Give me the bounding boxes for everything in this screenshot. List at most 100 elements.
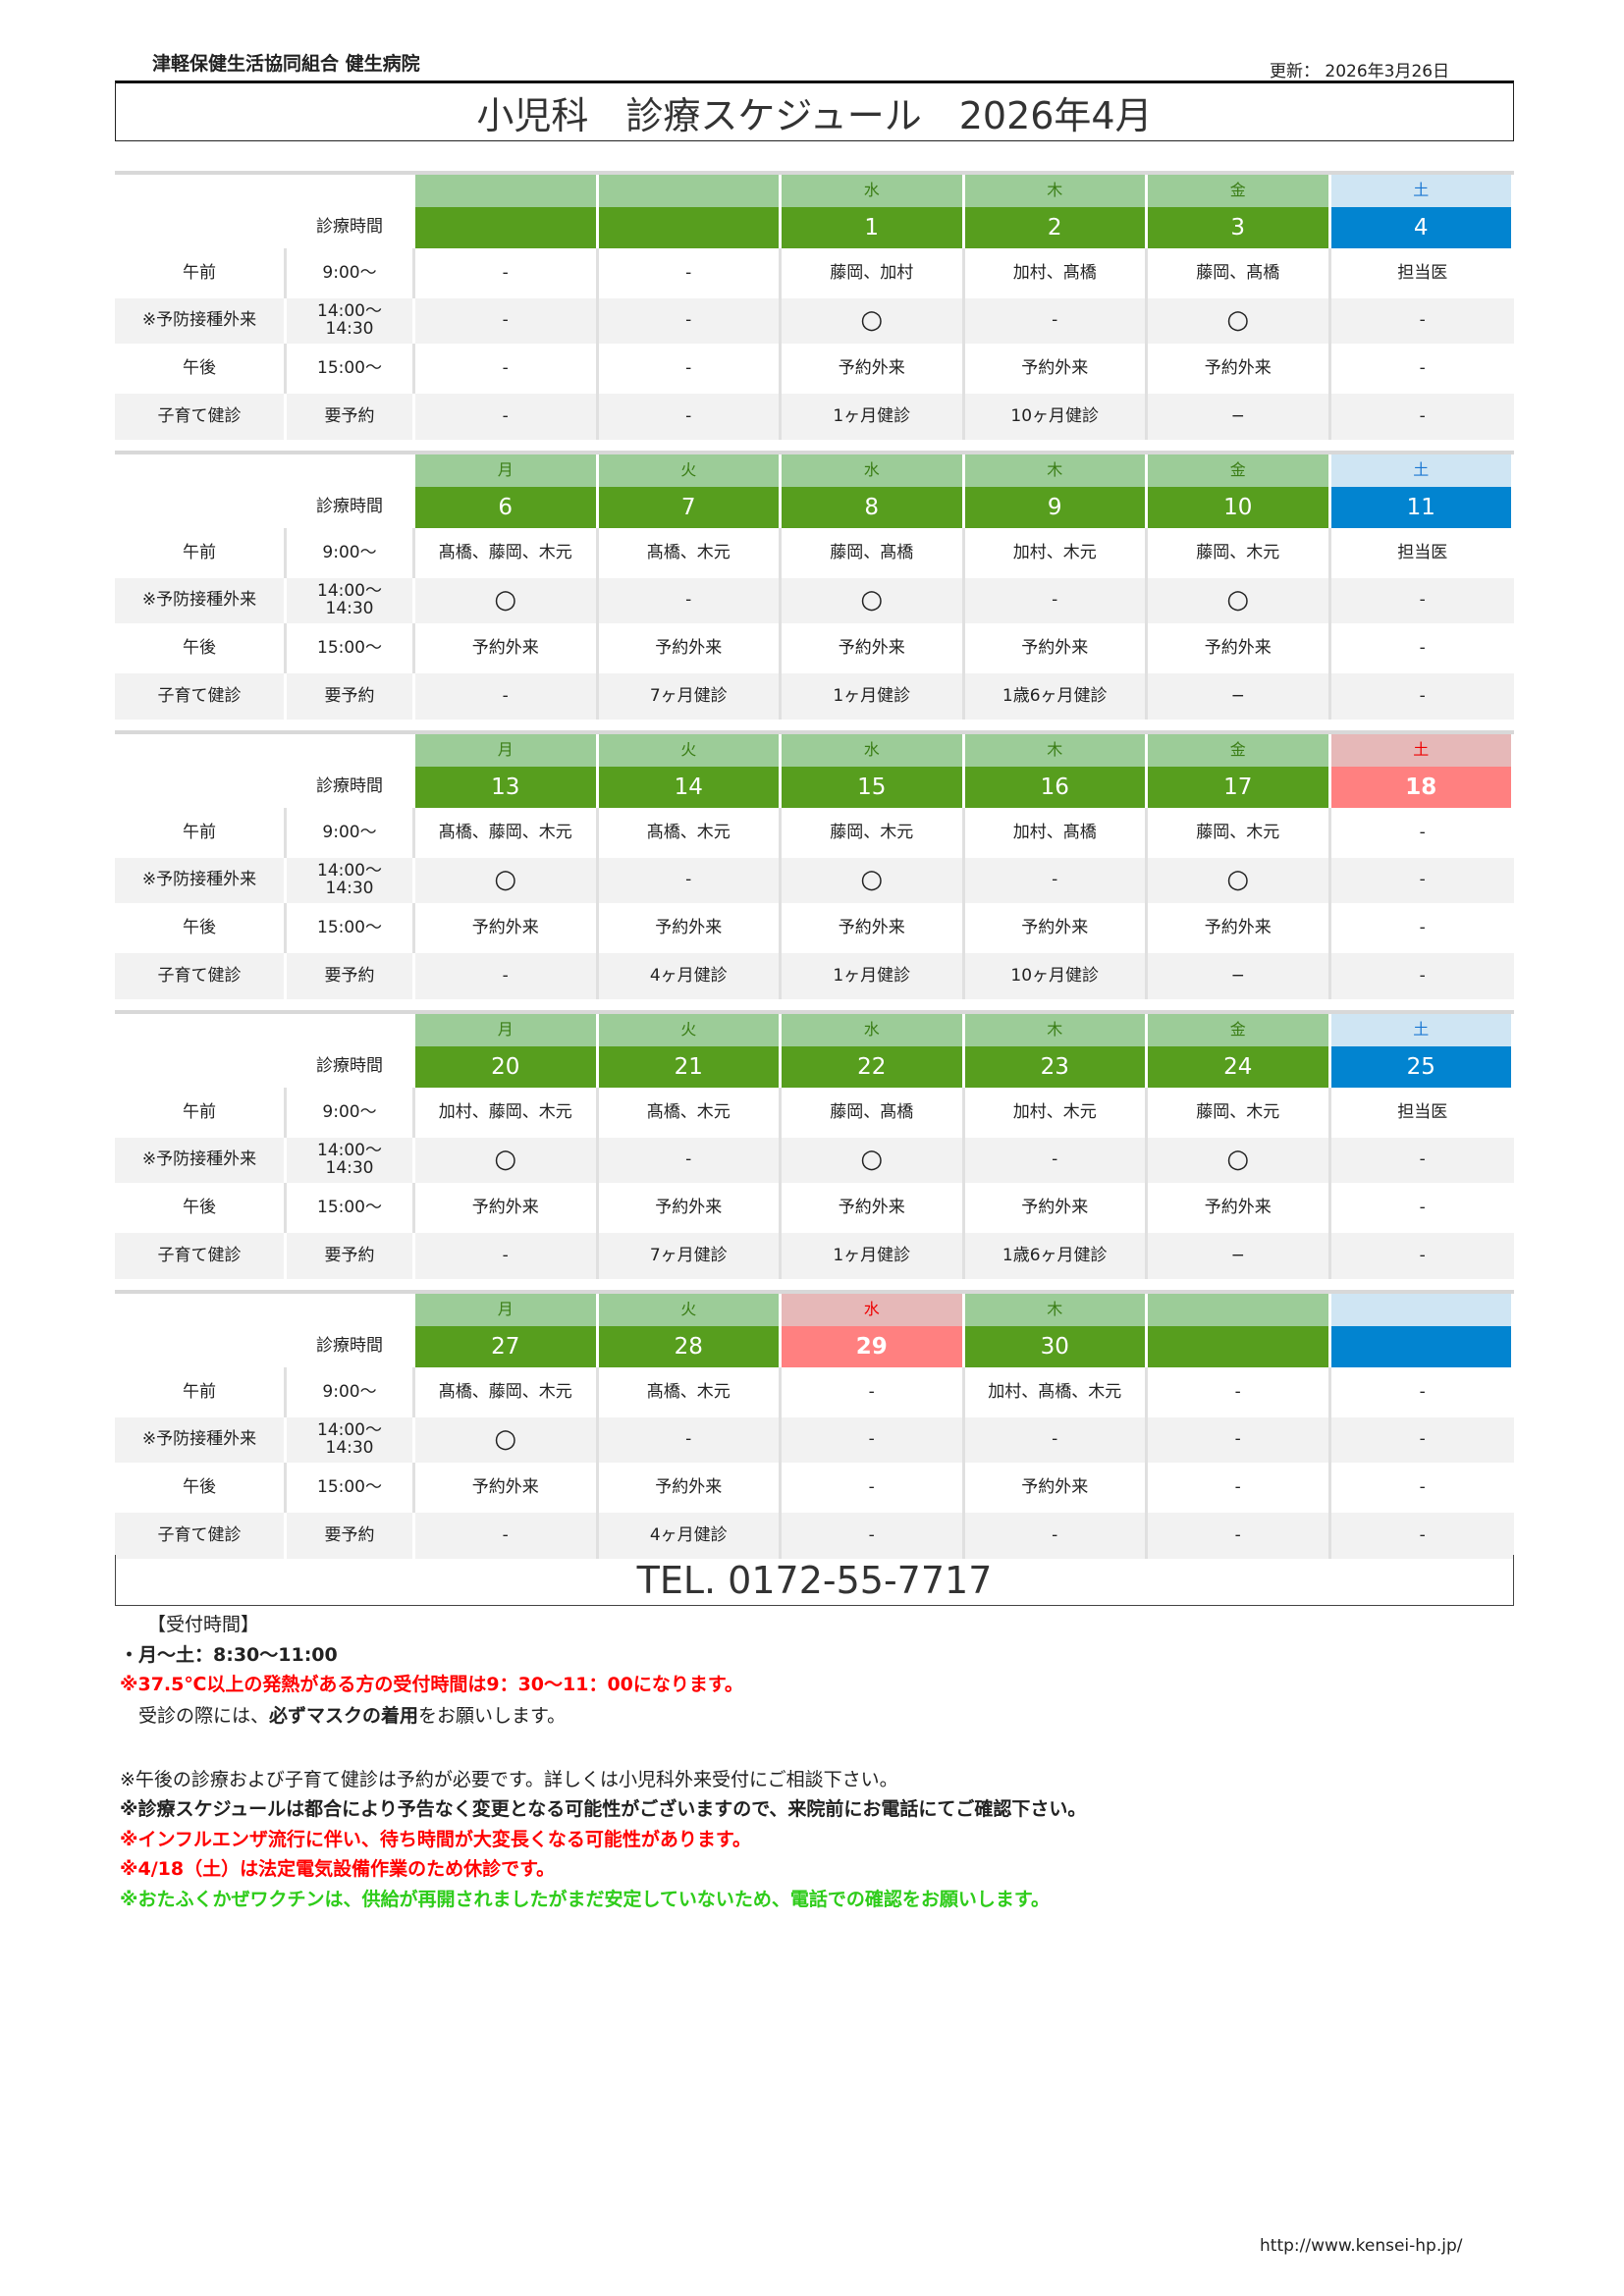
- row-time: 9:00～: [287, 1367, 415, 1417]
- table-row: 午後 15:00～ - - 予約外来 予約外来 予約外来 -: [115, 344, 1514, 394]
- pm-cell: 予約外来: [415, 903, 599, 953]
- table-row: 午前 9:00～ 髙橋、藤岡、木元 髙橋、木元 藤岡、木元 加村、髙橋 藤岡、木元 -: [115, 808, 1514, 858]
- pm-cell: 予約外来: [965, 1183, 1148, 1233]
- table-row: 子育て健診 要予約 -7ヶ月健診 1ヶ月健診 1歳6ヶ月健診 − -: [115, 1233, 1514, 1279]
- weekday-header: 水: [782, 454, 965, 487]
- checkup-cell: 1ヶ月健診: [782, 673, 965, 720]
- checkup-cell: 1ヶ月健診: [782, 953, 965, 999]
- vaccine-note: ※おたふくかぜワクチンは、供給が再開されましたがまだ安定していないため、電話での…: [120, 1889, 1051, 1910]
- weekday-header: 月: [415, 454, 599, 487]
- pm-cell: 予約外来: [415, 1183, 599, 1233]
- checkup-cell: −: [1148, 673, 1331, 720]
- row-label: 午後: [115, 623, 287, 673]
- checkup-cell: −: [1148, 1233, 1331, 1279]
- date-cell: 1: [782, 207, 965, 248]
- vaccine-cell: ○: [782, 298, 965, 344]
- weekday-header: 木: [964, 454, 1148, 487]
- vaccine-cell: ○: [782, 578, 965, 623]
- blank-cell: [115, 734, 287, 767]
- weekday-header: 土: [1330, 1014, 1514, 1046]
- weekday-header: [1330, 1294, 1514, 1326]
- date-cell: 3: [1148, 207, 1331, 248]
- pm-cell: -: [599, 344, 782, 394]
- date-cell: 25: [1330, 1046, 1514, 1088]
- time-header: 診療時間: [287, 1046, 415, 1088]
- influenza-note: ※インフルエンザ流行に伴い、待ち時間が大変長くなる可能性があります。: [120, 1829, 752, 1850]
- row-label: 午前: [115, 1367, 287, 1417]
- vaccine-cell: -: [1330, 578, 1514, 623]
- vaccine-cell: -: [1330, 858, 1514, 903]
- row-time: 9:00～: [287, 248, 415, 298]
- row-label: 午後: [115, 1183, 287, 1233]
- pm-cell: -: [1419, 357, 1426, 378]
- am-cell: 髙橋、藤岡、木元: [415, 808, 599, 858]
- am-cell: 加村、藤岡、木元: [415, 1088, 599, 1138]
- date-cell: [415, 207, 599, 248]
- blank-cell: [115, 207, 287, 248]
- checkup-cell: 1ヶ月健診: [782, 1233, 965, 1279]
- am-cell: 藤岡、木元: [1148, 808, 1331, 858]
- table-row: 診療時間 1 2 3 4: [115, 207, 1514, 248]
- pm-cell: -: [1419, 1476, 1426, 1497]
- date-cell: 27: [415, 1326, 599, 1367]
- week-block: 月火水木金土診療時間 13 14 15 16 17 18 午前 9:00～ 髙橋、藤岡、木元 髙橋、…: [115, 730, 1514, 999]
- table-row: 午後 15:00～ 予約外来 予約外来 - 予約外来 - -: [115, 1463, 1514, 1513]
- row-label: 午前: [115, 528, 287, 578]
- weekday-header: 水: [782, 734, 965, 767]
- week-block: 月火水木診療時間 27 28 29 30 午前 9:00～ 髙橋、藤岡、木元 髙橋、木元 - 加村、…: [115, 1290, 1514, 1559]
- blank-cell: [115, 1046, 287, 1088]
- am-cell: 加村、木元: [965, 1088, 1148, 1138]
- checkup-cell: -: [415, 953, 599, 999]
- mask-note: 受診の際には、必ずマスクの着用をお願いします。: [120, 1701, 566, 1728]
- pm-cell: 予約外来: [782, 344, 965, 394]
- row-label: 午後: [115, 903, 287, 953]
- am-cell: -: [1419, 822, 1426, 842]
- row-label: ※予防接種外来: [115, 1417, 287, 1463]
- week-block: 月火水木金土診療時間 6 7 8 9 10 11 午前 9:00～ 髙橋、藤岡、木元 髙橋、木元 藤岡…: [115, 451, 1514, 720]
- vaccine-cell: ○: [782, 1138, 965, 1183]
- pm-cell: 予約外来: [1148, 903, 1331, 953]
- vaccine-cell: -: [782, 1417, 965, 1463]
- table-row: 子育て健診 要予約 -4ヶ月健診 1ヶ月健診 10ヶ月健診 − -: [115, 953, 1514, 999]
- row-time: 15:00～: [287, 1463, 415, 1513]
- checkup-cell: -: [415, 394, 599, 440]
- mask-note-pre: 受診の際には、: [120, 1705, 270, 1727]
- date-cell: [1148, 1326, 1331, 1367]
- date-cell: 8: [782, 487, 965, 528]
- row-time: 14:00～ 14:30: [287, 298, 415, 344]
- weekday-header: [415, 175, 599, 207]
- weekday-header: 金: [1148, 175, 1331, 207]
- website-url[interactable]: http://www.kensei-hp.jp/: [1260, 2236, 1463, 2256]
- row-label: ※予防接種外来: [115, 858, 287, 903]
- week-block: 水木金土診療時間 1 2 3 4 午前 9:00～ - - 藤岡、加村 加村、髙橋 藤岡、髙橋 担当医 ※…: [115, 171, 1514, 440]
- telephone-number: TEL. 0172-55-7717: [115, 1555, 1514, 1606]
- time-header: 診療時間: [287, 767, 415, 808]
- vaccine-cell: -: [1330, 1138, 1514, 1183]
- table-row: 水木金土: [115, 175, 1514, 207]
- row-time: 要予約: [287, 673, 415, 720]
- row-time: 15:00～: [287, 903, 415, 953]
- table-row: ※予防接種外来 14:00～ 14:30 ○ - ○ - ○ -: [115, 858, 1514, 903]
- table-row: 子育て健診 要予約 -7ヶ月健診 1ヶ月健診 1歳6ヶ月健診 − -: [115, 673, 1514, 720]
- table-row: 月火水木金土: [115, 1014, 1514, 1046]
- table-row: 月火水木: [115, 1294, 1514, 1326]
- checkup-cell: 10ヶ月健診: [964, 394, 1148, 440]
- weekday-header: 月: [415, 1294, 599, 1326]
- week-block: 月火水木金土診療時間 20 21 22 23 24 25 午前 9:00～ 加村、藤岡、木元 髙橋、…: [115, 1010, 1514, 1279]
- weekday-header: 水: [782, 1014, 965, 1046]
- blank-cell: [287, 734, 415, 767]
- pm-cell: -: [1419, 1197, 1426, 1217]
- row-time: 15:00～: [287, 1183, 415, 1233]
- pm-cell: 予約外来: [415, 1463, 599, 1513]
- checkup-cell: -: [415, 673, 599, 720]
- weekday-header: 木: [964, 1014, 1148, 1046]
- date-cell: 29: [782, 1326, 965, 1367]
- date-cell: 11: [1330, 487, 1514, 528]
- weekday-header: 木: [964, 734, 1148, 767]
- blank-cell: [287, 454, 415, 487]
- weekday-header: 月: [415, 734, 599, 767]
- checkup-cell: -: [1330, 394, 1514, 440]
- am-cell: -: [415, 248, 599, 298]
- checkup-cell: -: [782, 1513, 965, 1559]
- table-row: 子育て健診 要予約 -4ヶ月健診 - - - -: [115, 1513, 1514, 1559]
